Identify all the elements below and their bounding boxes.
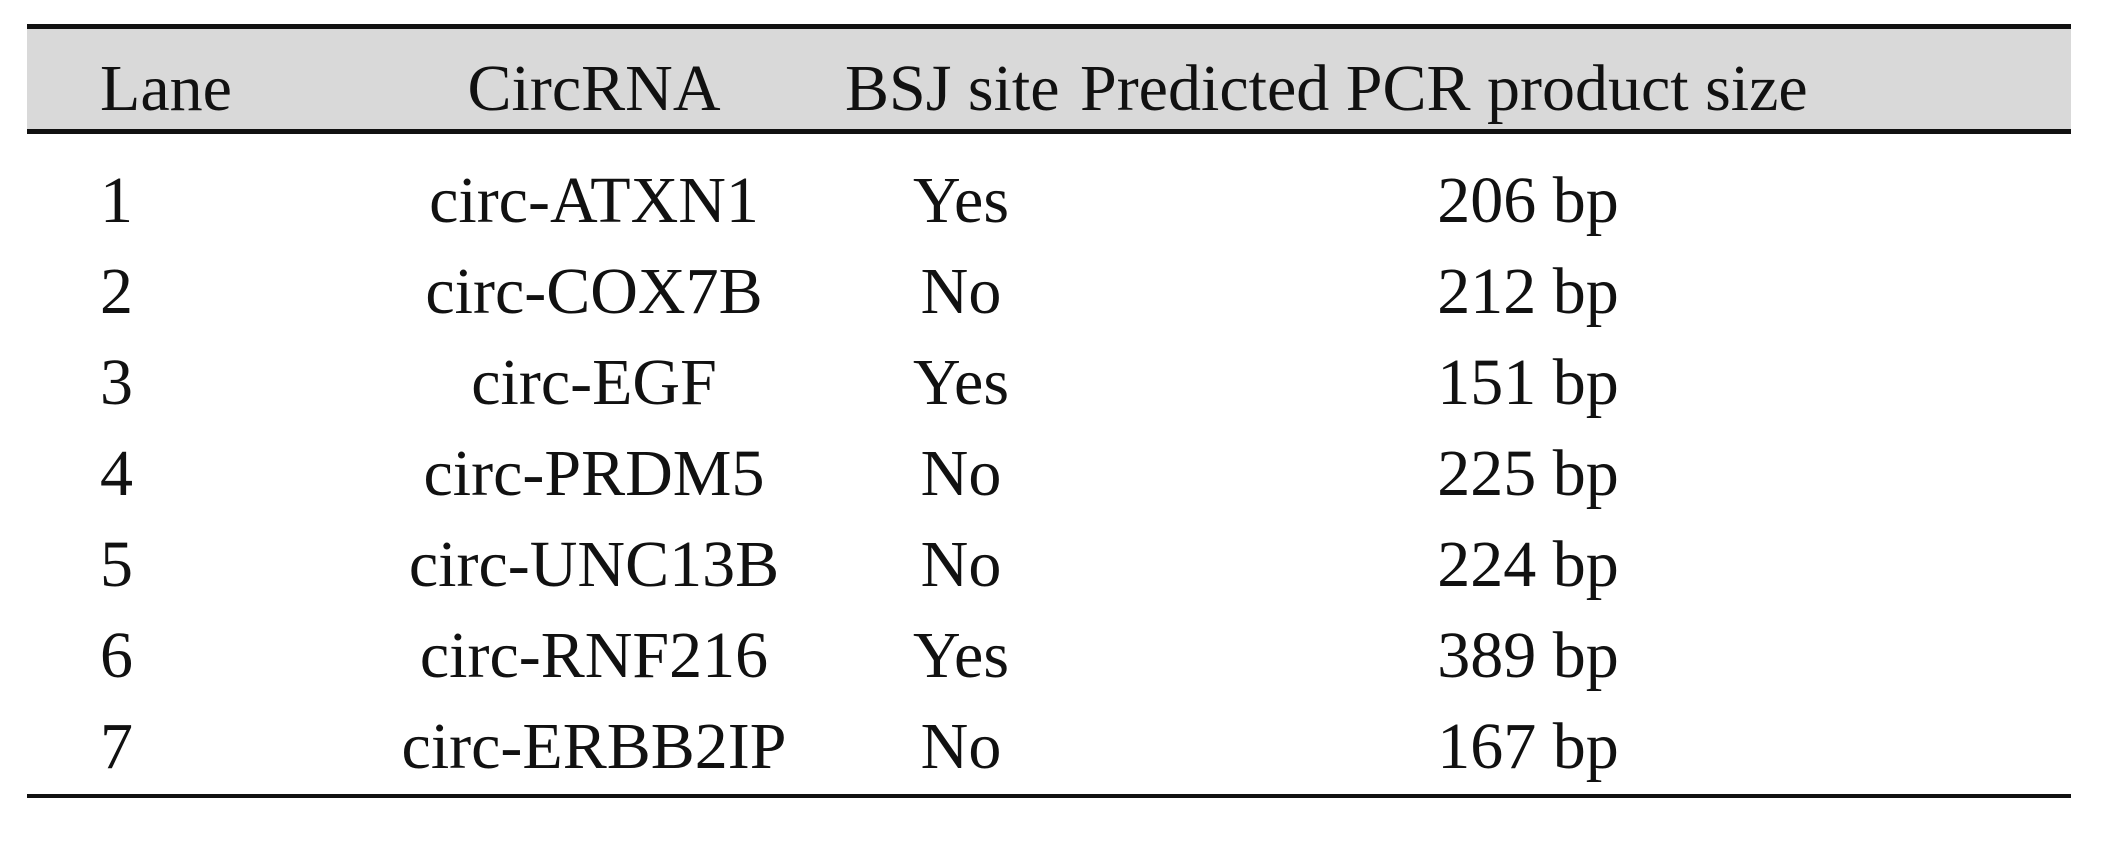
cell-size: 224 bp — [1437, 528, 1619, 601]
top-rule — [27, 24, 2071, 29]
cell-lane: 3 — [100, 346, 133, 419]
cell-circrna: circ-COX7B — [425, 255, 763, 328]
cell-lane: 5 — [100, 528, 133, 601]
cell-size: 389 bp — [1437, 619, 1619, 692]
cell-size: 212 bp — [1437, 255, 1619, 328]
cell-circrna: circ-ATXN1 — [429, 164, 759, 237]
cell-bsj: No — [920, 710, 1002, 783]
cell-lane: 7 — [100, 710, 133, 783]
cell-size: 206 bp — [1437, 164, 1619, 237]
cell-circrna: circ-ERBB2IP — [401, 710, 787, 783]
cell-circrna: circ-UNC13B — [408, 528, 780, 601]
header-circrna: CircRNA — [467, 52, 721, 125]
bottom-rule — [27, 794, 2071, 798]
cell-bsj: Yes — [912, 164, 1010, 237]
cell-size: 151 bp — [1437, 346, 1619, 419]
cell-bsj: Yes — [912, 619, 1010, 692]
cell-circrna: circ-EGF — [471, 346, 717, 419]
cell-lane: 6 — [100, 619, 133, 692]
cell-lane: 1 — [100, 164, 133, 237]
cell-size: 167 bp — [1437, 710, 1619, 783]
cell-size: 225 bp — [1437, 437, 1619, 510]
cell-circrna: circ-PRDM5 — [423, 437, 765, 510]
cell-lane: 4 — [100, 437, 133, 510]
cell-bsj: No — [920, 255, 1002, 328]
cell-bsj: Yes — [912, 346, 1010, 419]
header-bsj: BSJ site — [845, 52, 1060, 125]
cell-lane: 2 — [100, 255, 133, 328]
header-rule — [27, 129, 2071, 134]
cell-bsj: No — [920, 437, 1002, 510]
header-background — [27, 28, 2071, 132]
cell-bsj: No — [920, 528, 1002, 601]
cell-circrna: circ-RNF216 — [419, 619, 769, 692]
header-lane: Lane — [100, 52, 232, 125]
header-size: Predicted PCR product size — [1080, 52, 1808, 125]
